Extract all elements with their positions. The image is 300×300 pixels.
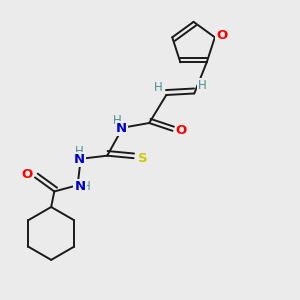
Text: N: N	[74, 153, 85, 166]
Text: O: O	[216, 29, 227, 42]
Text: H: H	[154, 81, 163, 94]
Text: O: O	[176, 124, 187, 137]
Text: H: H	[198, 79, 206, 92]
Text: S: S	[138, 152, 148, 165]
Text: H: H	[113, 114, 122, 127]
Text: N: N	[116, 122, 127, 135]
Text: O: O	[22, 168, 33, 181]
Text: H: H	[75, 146, 84, 158]
Text: N: N	[75, 180, 86, 193]
Text: H: H	[82, 180, 91, 193]
